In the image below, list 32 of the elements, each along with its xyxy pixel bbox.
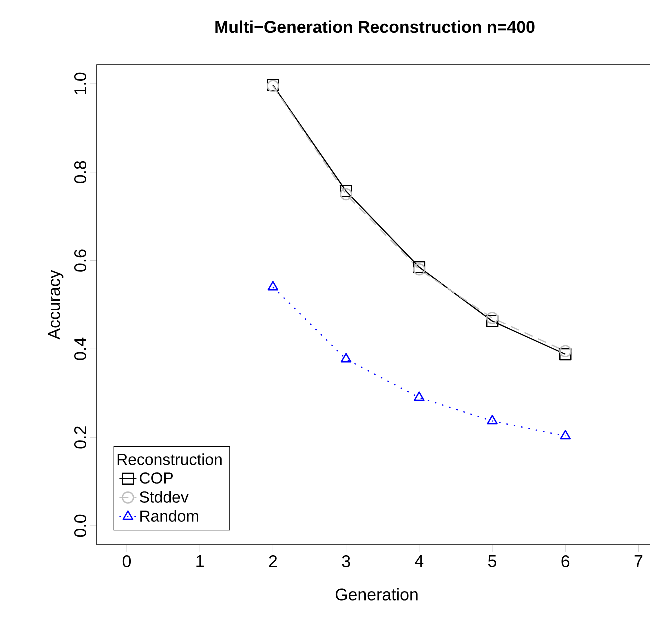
point — [486, 312, 499, 324]
y-tick-label: 0.6 — [74, 250, 86, 272]
y-tick-label: 0.2 — [74, 426, 86, 449]
point — [414, 392, 425, 402]
x-tick-label: 4 — [415, 556, 424, 568]
y-tick-label: 0.0 — [74, 514, 86, 538]
x-tick-label: 0 — [122, 556, 132, 568]
y-axis-title: Accuracy — [48, 270, 64, 340]
x-tick-label: 5 — [488, 556, 497, 568]
point — [340, 185, 352, 198]
legend-label: Stddev — [140, 491, 189, 503]
x-tick-label: 6 — [562, 556, 570, 568]
y-tick-label: 1.0 — [74, 72, 86, 94]
point — [559, 345, 572, 358]
point — [559, 348, 572, 361]
point — [560, 430, 572, 440]
y-tick-label: 0.8 — [74, 161, 86, 184]
x-tick-label: 2 — [269, 556, 278, 568]
legend-label: COP — [140, 472, 173, 484]
x-axis-title: Generation — [336, 588, 418, 601]
x-tick-label: 3 — [342, 556, 350, 568]
chart-title: Multi−Generation Reconstruction n=400 — [216, 20, 535, 34]
x-tick-label: 7 — [634, 556, 643, 568]
legend-title: Reconstruction — [118, 454, 222, 466]
point — [486, 315, 499, 328]
point — [268, 281, 279, 291]
legend-label: Random — [140, 510, 198, 522]
point — [487, 415, 498, 425]
y-tick-label: 0.4 — [74, 338, 86, 360]
point — [340, 353, 352, 363]
x-tick-label: 1 — [196, 556, 204, 568]
point — [340, 188, 352, 201]
